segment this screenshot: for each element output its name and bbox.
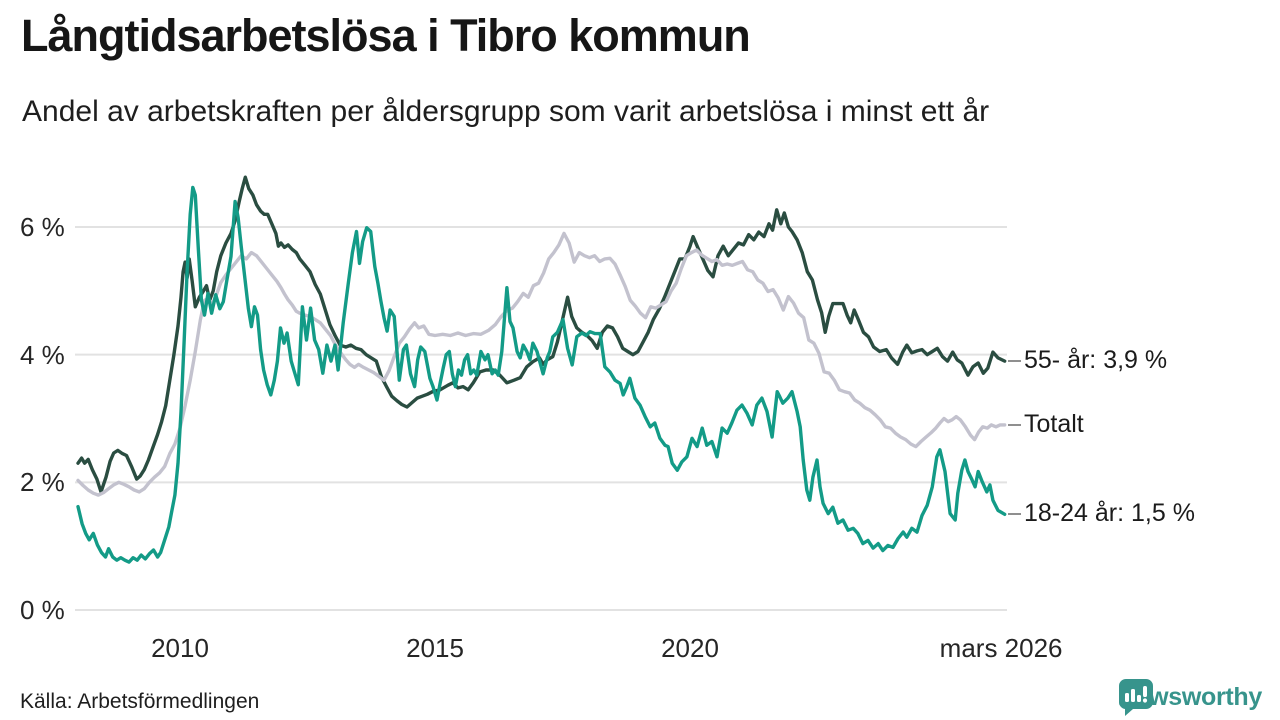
chart-subtitle: Andel av arbetskraften per åldersgrupp s… bbox=[22, 95, 990, 128]
series-end-label: 18-24 år: 1,5 % bbox=[1024, 499, 1195, 528]
series-line-18-24-r bbox=[76, 185, 1007, 564]
series-label-dash bbox=[1008, 360, 1021, 363]
x-axis-tick-label: 2010 bbox=[151, 633, 209, 663]
newsworthy-logo-icon bbox=[1118, 679, 1153, 716]
x-axis-tick-label: 2015 bbox=[406, 633, 464, 663]
page-title: Långtidsarbetslösa i Tibro kommun bbox=[21, 10, 751, 61]
newsworthy-logo: Newsworthy bbox=[1118, 678, 1262, 716]
series-end-label: Totalt bbox=[1024, 409, 1084, 438]
y-axis-tick-label: 6 % bbox=[20, 212, 65, 243]
source-note: Källa: Arbetsförmedlingen bbox=[20, 690, 260, 713]
series-line-55-r bbox=[76, 175, 1007, 494]
series-label-dash bbox=[1008, 513, 1021, 516]
y-axis-tick-label: 0 % bbox=[20, 595, 65, 625]
series-end-label: 55- år: 3,9 % bbox=[1024, 346, 1168, 375]
x-axis-tick-label: 2020 bbox=[661, 633, 719, 663]
series-label-dash bbox=[1008, 423, 1021, 426]
x-axis-tick-label: mars 2026 bbox=[939, 633, 1063, 663]
y-axis-tick-label: 2 % bbox=[20, 467, 65, 498]
y-axis-tick-label: 4 % bbox=[20, 339, 65, 370]
